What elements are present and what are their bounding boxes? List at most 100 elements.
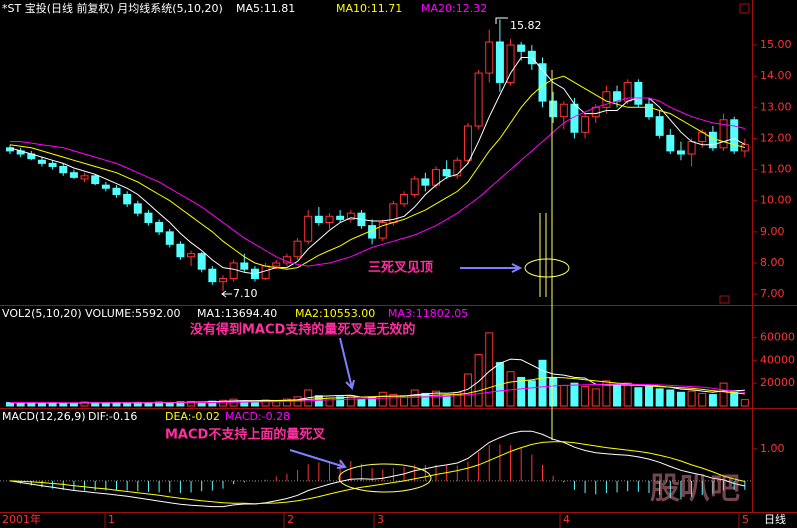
annotation: MACD不支持上面的量死叉	[165, 427, 326, 443]
volume-bar	[219, 399, 227, 407]
volume-bar	[357, 398, 366, 407]
chart-title: *ST 宝投(日线 前复权) 月均线系统(5,10,20)	[2, 1, 223, 15]
line-series	[9, 441, 746, 505]
candle-body	[325, 215, 334, 224]
candle-body	[197, 253, 206, 270]
candle-body	[463, 125, 472, 161]
volume-bar	[389, 394, 398, 407]
arrow	[460, 263, 523, 273]
y-tick-label: 10.00	[760, 194, 792, 207]
candle-body	[304, 215, 313, 242]
volume-bar	[581, 386, 590, 407]
candle-body	[730, 119, 739, 152]
period-label: 日线	[764, 512, 786, 526]
volume-bar	[410, 389, 419, 407]
candle-body	[293, 240, 302, 258]
y-tick-label: 15.00	[760, 38, 792, 51]
candle-body	[155, 222, 164, 233]
volume-bar	[378, 391, 387, 407]
y-tick-label: 8.00	[760, 256, 785, 269]
volume-bar	[698, 392, 707, 407]
y-tick-label: 20000	[760, 376, 795, 389]
highlight-ellipse	[524, 258, 570, 278]
volume-bar	[719, 382, 728, 407]
line-series	[9, 430, 746, 508]
candle-body	[48, 162, 57, 167]
candle-body	[666, 134, 675, 152]
candle-body	[314, 215, 323, 224]
y-tick-label: 14.00	[760, 69, 792, 82]
plot: 7.008.009.0010.0011.0012.0013.0014.0015.…	[0, 19, 795, 528]
candle-body	[346, 212, 355, 220]
candle-body	[272, 262, 281, 267]
volume-bar	[208, 400, 217, 407]
corner-icon[interactable]	[719, 295, 730, 304]
candle-body	[229, 262, 238, 280]
y-tick-label: 12.00	[760, 131, 792, 144]
frame	[0, 0, 797, 513]
candle-body	[133, 203, 142, 214]
volume-bar	[80, 401, 89, 407]
line-series	[10, 97, 746, 267]
volume-bar	[559, 384, 568, 407]
candle-body	[655, 116, 664, 136]
legend-entry: MA1:13694.40	[197, 307, 277, 320]
volume-bar	[645, 386, 653, 407]
volume-bar	[517, 376, 526, 407]
high-label: 15.82	[510, 19, 542, 32]
legend-entry: MA3:11802.05	[388, 307, 468, 320]
arrow	[339, 337, 355, 390]
candle-body	[187, 253, 196, 258]
volume-bar	[570, 382, 579, 407]
candle-body	[719, 119, 728, 149]
volume-bar	[187, 400, 196, 407]
y-tick-label: 9.00	[760, 225, 785, 238]
candle-body	[495, 41, 504, 83]
candle-body	[101, 184, 110, 189]
candle-body	[506, 44, 515, 83]
volume-bar	[336, 396, 345, 407]
candle-body	[80, 175, 89, 180]
candle-body	[613, 91, 622, 102]
annotation: 三死叉见顶	[368, 261, 433, 276]
volume-bar	[16, 402, 25, 407]
candle-body	[708, 131, 717, 149]
line-series	[10, 383, 745, 404]
legend-entry: MA2:10553.00	[295, 307, 375, 320]
corner-icon[interactable]	[739, 3, 750, 14]
candle-body	[378, 222, 387, 239]
y-tick-label: 13.00	[760, 100, 792, 113]
volume-bar	[655, 388, 664, 407]
volume-bar	[101, 402, 110, 407]
watermark: 股叭吧	[650, 472, 740, 507]
candle-body	[687, 141, 696, 155]
candle-body	[442, 169, 451, 177]
x-tick-label: 1	[108, 513, 115, 526]
volume-bar	[740, 399, 749, 407]
high-marker	[495, 17, 508, 24]
volume-bar	[708, 394, 717, 407]
legend-entry: DEA:-0.02	[165, 410, 220, 423]
y-tick-label: 11.00	[760, 163, 792, 176]
volume-bar	[676, 391, 685, 407]
volume-bar	[442, 395, 451, 407]
candle-body	[144, 212, 153, 224]
annotation: 没有得到MACD支持的量死叉是无效的	[190, 322, 415, 338]
legend-entry: MA10:11.71	[336, 2, 402, 15]
candle-body	[559, 103, 568, 118]
legend-entry: MACD:-0.28	[225, 410, 290, 423]
x-tick-label: 3	[377, 513, 384, 526]
volume-bar	[623, 382, 632, 407]
volume-bar	[176, 401, 185, 407]
candle-body	[261, 265, 270, 280]
candle-body	[421, 178, 430, 186]
candle-body	[400, 193, 409, 205]
arrow	[289, 449, 347, 469]
volume-bar	[613, 384, 622, 407]
volume-bar	[666, 389, 675, 407]
candle-body	[37, 159, 46, 164]
volume-bar	[602, 380, 611, 407]
low-marker	[221, 290, 232, 298]
volume-bar	[634, 387, 643, 407]
